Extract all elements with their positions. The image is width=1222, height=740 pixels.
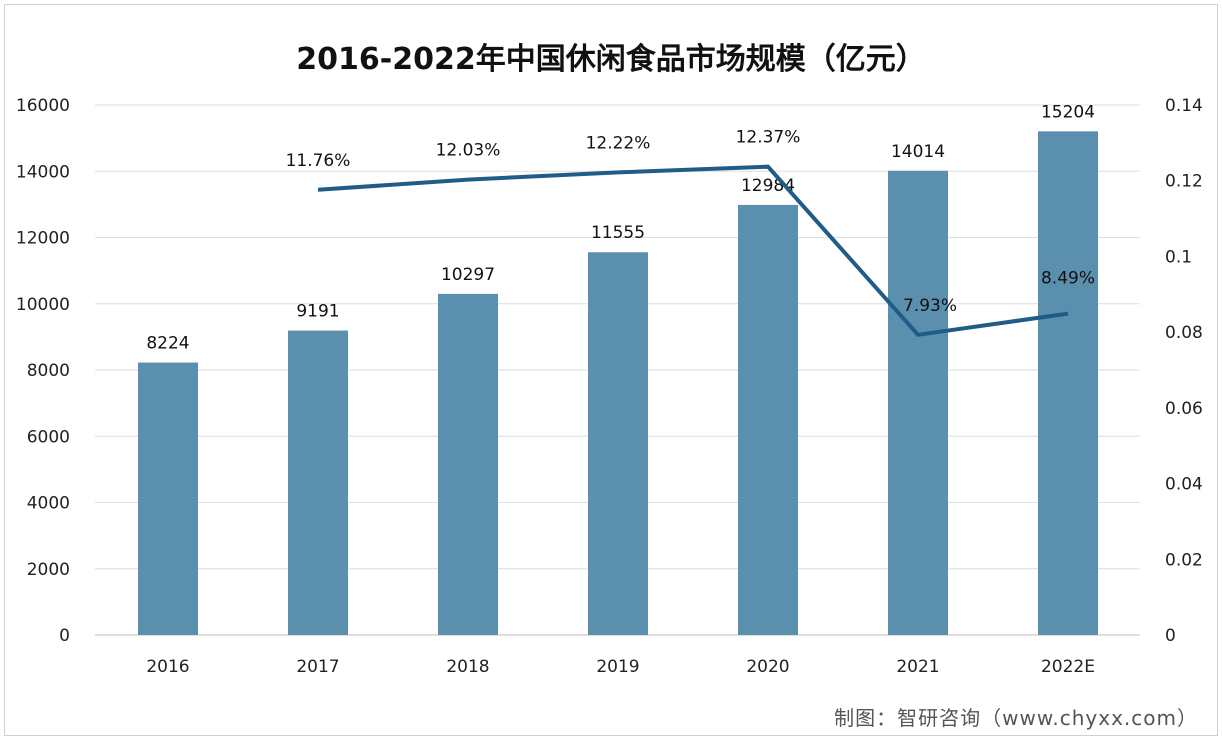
bar [438,293,498,635]
y-right-tick-label: 0.04 [1165,475,1203,495]
y-left-tick-label: 4000 [27,494,70,514]
y-right-tick-label: 0.06 [1165,399,1203,419]
bar [138,362,198,635]
chart-frame [4,4,1218,736]
x-tick-label: 2016 [146,657,189,677]
y-left-tick-label: 16000 [16,96,70,116]
x-tick-label: 2022E [1041,657,1095,677]
bar [1038,131,1098,635]
line-data-label: 12.22% [586,133,651,153]
bar-data-label: 8224 [146,334,189,354]
line-data-label: 11.76% [286,151,351,171]
bar [588,252,648,635]
x-tick-label: 2017 [296,657,339,677]
y-right-tick-label: 0.14 [1165,96,1203,116]
bar-data-label: 10297 [441,265,495,285]
line-data-label: 12.03% [436,141,501,161]
y-right-tick-label: 0.1 [1165,247,1192,267]
bar-data-label: 14014 [891,142,945,162]
line-data-label: 7.93% [903,296,957,316]
y-right-tick-label: 0 [1165,626,1176,646]
line-data-label: 12.37% [736,128,801,148]
y-left-tick-label: 12000 [16,229,70,249]
y-left-tick-label: 10000 [16,295,70,315]
bar-data-label: 11555 [591,223,645,243]
y-left-tick-label: 8000 [27,361,70,381]
bar [888,170,948,635]
bar-data-label: 15204 [1041,102,1095,122]
y-left-tick-label: 0 [59,626,70,646]
y-left-tick-label: 14000 [16,162,70,182]
bar [288,330,348,635]
y-right-tick-label: 0.12 [1165,172,1203,192]
y-left-tick-label: 2000 [27,560,70,580]
chart-source: 制图：智研咨询（www.chyxx.com） [834,706,1198,730]
y-left-tick-label: 6000 [27,427,70,447]
bar-data-label: 9191 [296,302,339,322]
chart-title: 2016-2022年中国休闲食品市场规模（亿元） [296,42,926,77]
x-tick-label: 2018 [446,657,489,677]
bar [738,204,798,635]
y-right-tick-label: 0.02 [1165,550,1203,570]
y-right-tick-label: 0.08 [1165,323,1203,343]
x-tick-label: 2019 [596,657,639,677]
x-tick-label: 2020 [746,657,789,677]
growth-line [317,164,1069,337]
line-data-label: 8.49% [1041,269,1095,289]
x-tick-label: 2021 [896,657,939,677]
